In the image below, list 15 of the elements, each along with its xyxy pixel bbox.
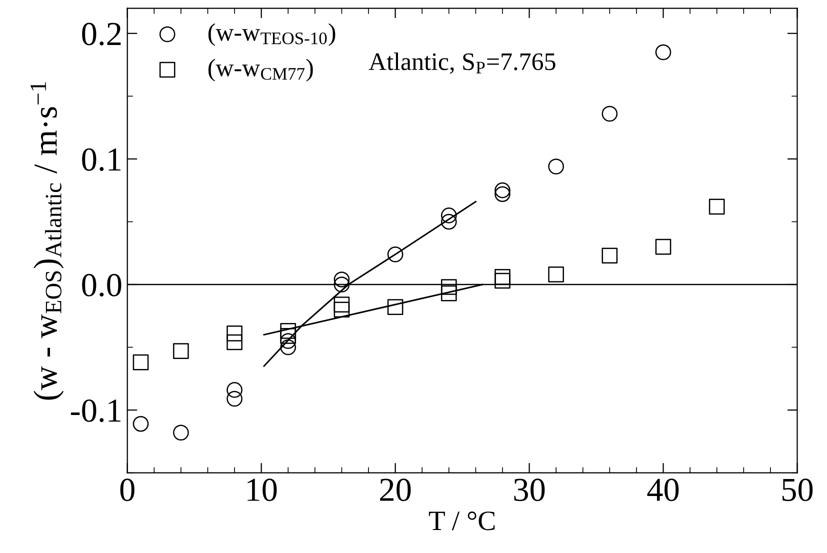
- x-tick-label: 10: [248, 478, 277, 502]
- legend-label: (w-w$_{CM77}$): [208, 58, 313, 82]
- x-tick-label: 40: [647, 478, 679, 502]
- legend-label: (w-w$_{TEOS-10}$): [208, 23, 336, 46]
- x-tick-label: 20: [380, 478, 411, 502]
- y-tick-label: 0.2: [82, 22, 121, 46]
- annotation: Atlantic, S$_{P}$=7.765: [368, 52, 556, 74]
- y-tick-label: 0.1: [82, 148, 120, 171]
- x-tick-label: 50: [782, 478, 813, 502]
- x-tick-label: 0: [120, 478, 134, 502]
- y-tick-label: 0.0: [82, 274, 122, 297]
- x-axis-title: T / °C: [428, 511, 495, 530]
- x-tick-label: 30: [514, 478, 545, 502]
- y-tick-label: -0.1: [70, 399, 120, 422]
- y-axis-title: (w - w$_{EOS}$)$_{Atlantic}$ / m·s$^{−1}$: [30, 82, 64, 400]
